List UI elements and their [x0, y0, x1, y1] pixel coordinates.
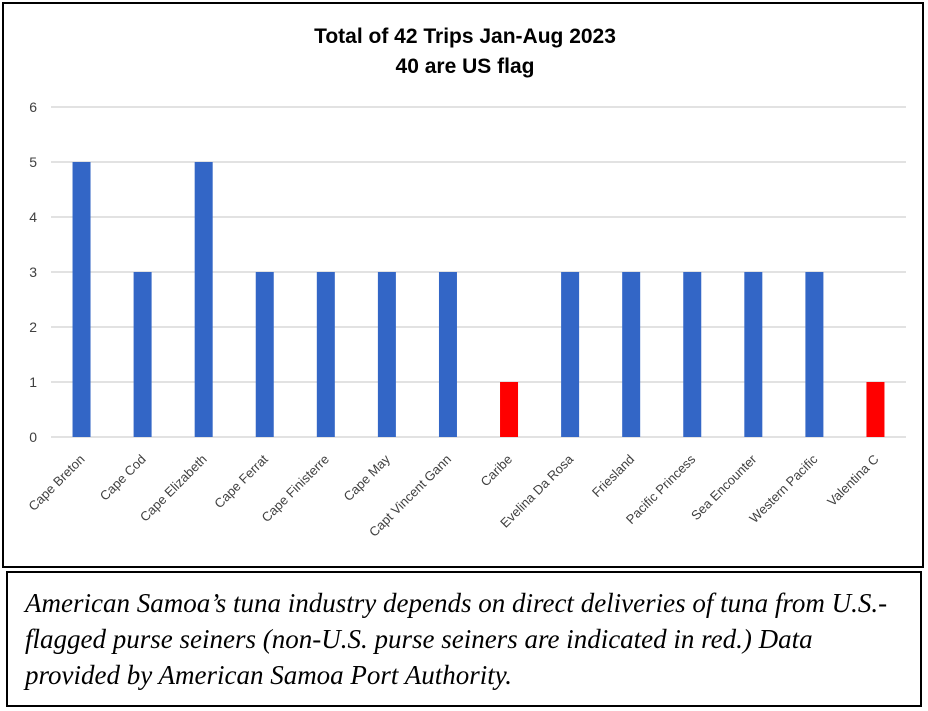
- x-tick-label: Friesland: [589, 452, 637, 500]
- x-tick-label: Cape Ferrat: [211, 451, 271, 511]
- bar: [744, 272, 763, 437]
- bar: [866, 382, 885, 437]
- y-tick-label: 3: [29, 264, 37, 280]
- y-tick-label: 6: [29, 99, 37, 115]
- y-axis-tick-labels: 0 1 2 3 4 5 6: [29, 99, 37, 445]
- y-tick-label: 5: [29, 154, 37, 170]
- bar: [133, 272, 152, 437]
- chart-subtitle: 40 are US flag: [396, 55, 535, 78]
- figure-caption: American Samoa’s tuna industry depends o…: [25, 588, 888, 690]
- x-tick-label: Valentina C: [824, 452, 881, 509]
- x-tick-label: Cape May: [341, 451, 394, 504]
- bar: [72, 162, 91, 437]
- y-tick-label: 1: [29, 374, 37, 390]
- x-tick-label: Caribe: [477, 452, 515, 490]
- bar: [805, 272, 824, 437]
- bar: [255, 272, 274, 437]
- x-tick-label: Cape Breton: [25, 452, 87, 514]
- bar: [316, 272, 335, 437]
- chart-frame: Total of 42 Trips Jan-Aug 2023 40 are US…: [2, 2, 924, 568]
- bar: [561, 272, 580, 437]
- y-tick-label: 2: [29, 319, 37, 335]
- caption-box: American Samoa’s tuna industry depends o…: [6, 571, 922, 707]
- bar: [500, 382, 519, 437]
- chart-title: Total of 42 Trips Jan-Aug 2023: [314, 25, 616, 48]
- bar: [377, 272, 396, 437]
- y-tick-label: 4: [29, 209, 37, 225]
- gridlines: [51, 106, 906, 438]
- bar: [622, 272, 641, 437]
- bar: [194, 162, 213, 437]
- bars: [72, 162, 885, 437]
- bar: [683, 272, 702, 437]
- bar-chart: Total of 42 Trips Jan-Aug 2023 40 are US…: [25, 25, 906, 540]
- x-tick-label: Cape Cod: [97, 452, 149, 504]
- y-tick-label: 0: [29, 429, 37, 445]
- bar: [438, 272, 457, 437]
